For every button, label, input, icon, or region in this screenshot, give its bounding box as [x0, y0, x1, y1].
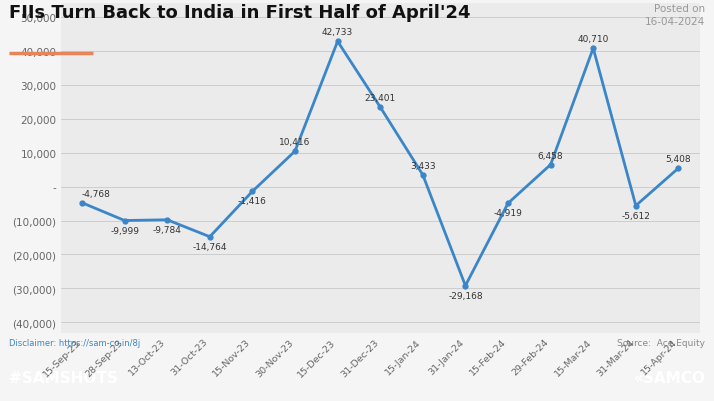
Text: FIIs Turn Back to India in First Half of April'24: FIIs Turn Back to India in First Half of…	[9, 4, 470, 22]
Text: 23,401: 23,401	[365, 94, 396, 103]
Text: -9,784: -9,784	[153, 225, 181, 234]
Text: 5,408: 5,408	[665, 155, 691, 164]
Text: -29,168: -29,168	[448, 291, 483, 300]
Text: 3,433: 3,433	[410, 162, 436, 170]
Text: 40,710: 40,710	[578, 35, 609, 44]
Text: Source:  Ace Equity: Source: Ace Equity	[618, 338, 705, 347]
Text: «SAMCO: «SAMCO	[633, 371, 705, 385]
Text: -4,768: -4,768	[82, 189, 111, 198]
Text: Posted on
16-04-2024: Posted on 16-04-2024	[645, 4, 705, 27]
Text: -1,416: -1,416	[238, 197, 267, 206]
Text: -4,919: -4,919	[493, 209, 523, 218]
Text: 6,458: 6,458	[538, 151, 563, 160]
Text: 42,733: 42,733	[322, 28, 353, 37]
Text: -9,999: -9,999	[110, 226, 139, 235]
Text: -14,764: -14,764	[193, 242, 227, 251]
Text: #SAMSHOTS: #SAMSHOTS	[9, 371, 117, 385]
Text: 10,416: 10,416	[279, 138, 311, 147]
Text: -5,612: -5,612	[621, 211, 650, 220]
Text: Disclaimer: https://sam-co.in/8j: Disclaimer: https://sam-co.in/8j	[9, 338, 140, 347]
